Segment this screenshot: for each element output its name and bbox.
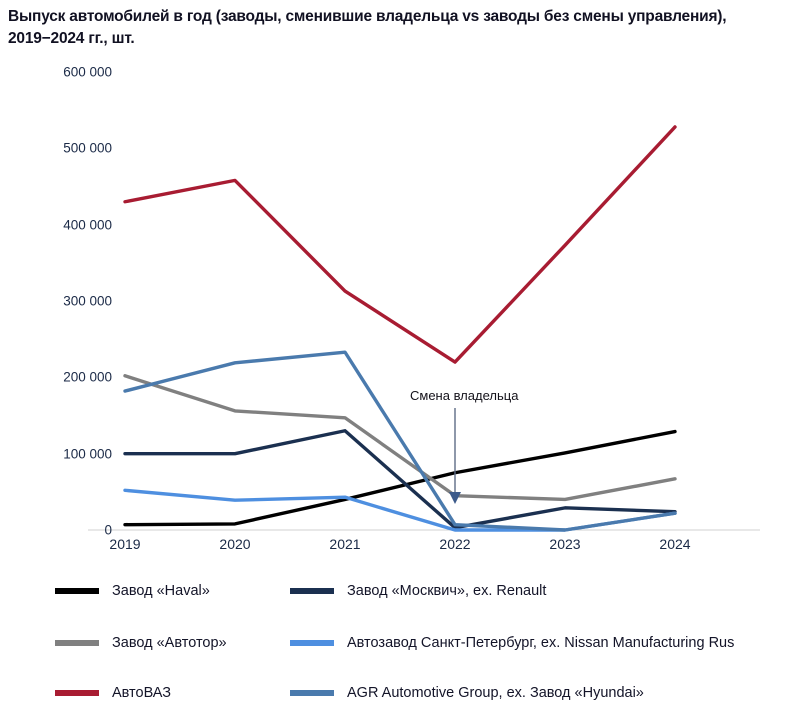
legend-color-swatch-icon (290, 690, 334, 696)
chart-series-line-2 (123, 374, 677, 502)
legend-item-label: Завод «Haval» (112, 583, 210, 599)
chart-series-line-0 (123, 429, 677, 527)
chart-series-line-1 (123, 429, 677, 530)
legend-item-label: Завод «Москвич», ex. Renault (347, 583, 547, 599)
legend-color-swatch-icon (290, 640, 334, 646)
legend-item-label: АвтоВАЗ (112, 685, 172, 701)
legend-item-label: Завод «Автотор» (112, 635, 227, 651)
legend-item[interactable]: Завод «Москвич», ex. Renault (290, 580, 546, 602)
y-axis-tick-label: 200 000 (63, 369, 112, 385)
x-axis-tick-label: 2020 (219, 536, 251, 552)
legend-item[interactable]: Завод «Автотор» (55, 632, 227, 654)
x-axis-tick-label: 2021 (329, 536, 361, 552)
chart-legend: Завод «Haval» Завод «Москвич», ex. Renaul… (0, 572, 789, 712)
legend-item-label: Автозавод Санкт-Петербург, ex. Nissan Ma… (347, 635, 735, 651)
y-axis-tick-label: 300 000 (63, 293, 112, 309)
x-axis-tick-label: 2022 (439, 536, 471, 552)
x-axis-tick-label: 2023 (549, 536, 581, 552)
annotation-label: Смена владельца (410, 388, 519, 403)
chart-series-line-4 (123, 125, 677, 364)
chart-series-line-5 (123, 350, 677, 532)
legend-item[interactable]: AGR Automotive Group, ex. Завод «Hyundai… (290, 682, 644, 704)
y-axis-tick-label: 500 000 (63, 140, 112, 156)
y-axis-tick-label: 400 000 (63, 217, 112, 233)
y-axis-tick-label: 0 (104, 522, 112, 538)
legend-item[interactable]: Автозавод Санкт-Петербург, ex. Nissan Ma… (290, 632, 734, 654)
legend-item[interactable]: Завод «Haval» (55, 580, 210, 602)
y-axis-tick-label: 600 000 (63, 64, 112, 80)
legend-color-swatch-icon (290, 588, 334, 594)
legend-color-swatch-icon (55, 640, 99, 646)
legend-color-swatch-icon (55, 588, 99, 594)
line-chart-svg (88, 125, 760, 532)
x-axis-tick-label: 2024 (659, 536, 691, 552)
legend-color-swatch-icon (55, 690, 99, 696)
chart-plot-area: 0 100 000 200 000 300 000 400 000 500 000 600 … (63, 64, 760, 552)
legend-item[interactable]: АвтоВАЗ (55, 682, 171, 704)
annotation-arrow-icon (449, 492, 461, 504)
x-axis-tick-label: 2019 (109, 536, 141, 552)
page-title: Выпуск автомобилей в год (заводы, сменив… (8, 8, 727, 47)
legend-item-label: AGR Automotive Group, ex. Завод «Hyundai… (347, 685, 644, 701)
y-axis-tick-label: 100 000 (63, 446, 112, 462)
